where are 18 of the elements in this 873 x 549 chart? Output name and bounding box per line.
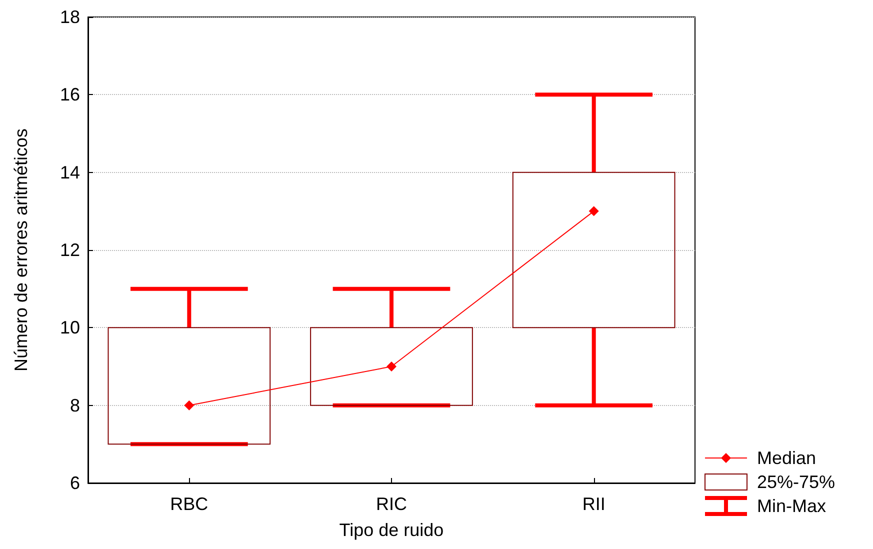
x-tick-label: RII [582,494,606,514]
y-tick-label: 16 [60,84,80,105]
x-tick-label: RIC [376,494,407,514]
y-axis-title: Número de errores aritméticos [11,128,31,372]
x-tick-label: RBC [170,494,208,514]
y-tick-label: 14 [60,162,80,182]
legend-label: Median [757,448,816,468]
y-tick-label: 12 [60,240,80,260]
point [588,206,599,216]
legend-label: 25%-75% [757,472,836,492]
x-axis-title: Tipo de ruido [339,520,444,540]
y-tick-label: 10 [60,318,80,338]
y-tick-label: 18 [60,7,80,27]
y-tick-label: 8 [70,395,80,416]
y-tick-label: 6 [70,473,80,493]
point [386,362,396,372]
text: Min-Max [757,496,826,516]
point [184,400,194,410]
